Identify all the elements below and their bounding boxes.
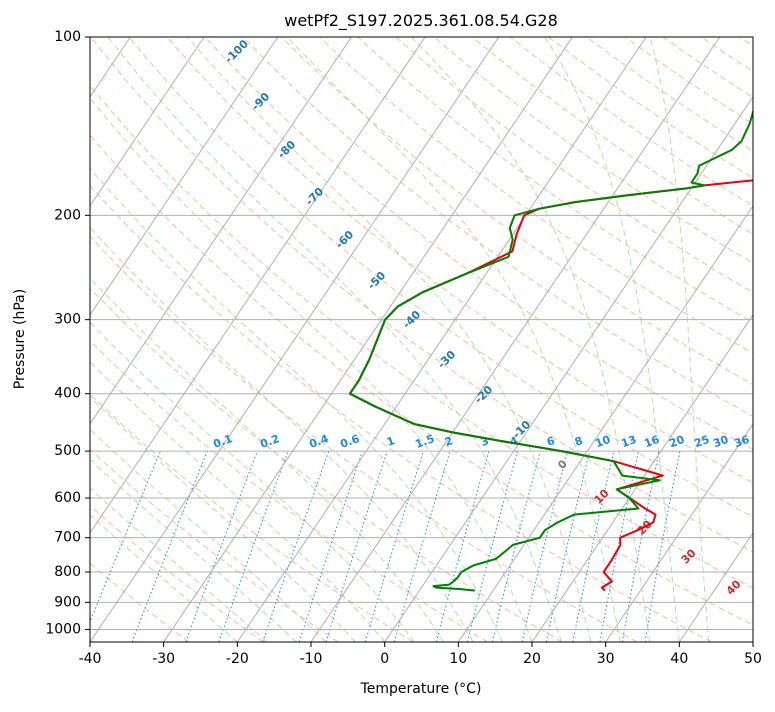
x-tick-label: 30 xyxy=(597,651,615,667)
y-axis-label: Pressure (hPa) xyxy=(12,289,28,389)
x-tick-label: 10 xyxy=(449,651,467,667)
x-tick-label: 0 xyxy=(380,651,389,667)
y-tick-label: 600 xyxy=(54,490,81,506)
y-tick-label: 1000 xyxy=(45,621,81,637)
y-tick-label: 700 xyxy=(54,530,81,546)
x-tick-label: -30 xyxy=(152,651,175,667)
x-tick-label: 40 xyxy=(670,651,688,667)
chart-title: wetPf2_S197.2025.361.08.54.G28 xyxy=(284,11,558,31)
x-tick-label: -10 xyxy=(300,651,323,667)
y-tick-label: 300 xyxy=(54,312,81,328)
y-tick-label: 400 xyxy=(54,386,81,402)
x-tick-label: 50 xyxy=(744,651,762,667)
x-tick-label: -20 xyxy=(226,651,249,667)
y-tick-label: 500 xyxy=(54,443,81,459)
x-tick-label: 20 xyxy=(523,651,541,667)
y-tick-label: 900 xyxy=(54,594,81,610)
y-tick-label: 100 xyxy=(54,29,81,45)
y-tick-label: 200 xyxy=(54,207,81,223)
x-axis-label: Temperature (°C) xyxy=(360,681,482,697)
y-tick-label: 800 xyxy=(54,564,81,580)
x-tick-label: -40 xyxy=(79,651,102,667)
